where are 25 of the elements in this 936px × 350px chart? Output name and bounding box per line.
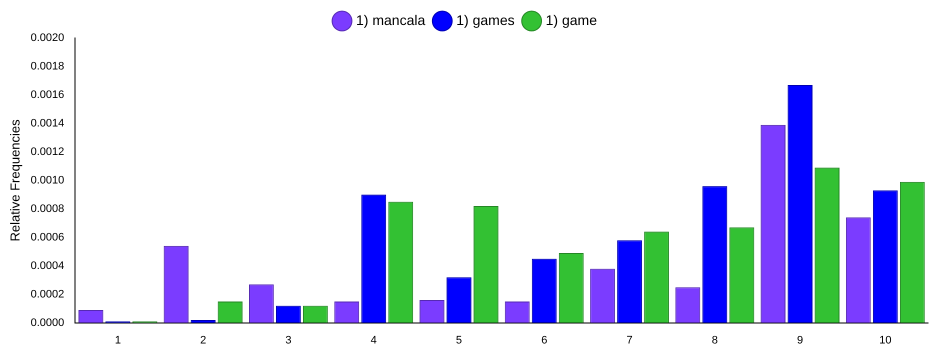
y-tick-label: 0.0012: [30, 146, 64, 158]
y-tick-label: 0.0000: [30, 316, 64, 329]
y-tick-label: 0.0006: [30, 231, 64, 244]
y-tick-label: 0.0014: [30, 117, 64, 130]
legend-label: 1) games: [456, 12, 515, 28]
x-tick-label: 6: [541, 334, 548, 346]
x-tick-label: 4: [370, 334, 377, 346]
y-tick-label: 0.0018: [30, 60, 64, 73]
x-tick-label: 3: [285, 334, 292, 346]
x-tick-label: 8: [712, 334, 718, 346]
x-tick-label: 9: [797, 334, 804, 346]
y-tick-label: 0.0008: [30, 202, 64, 215]
legend-label: 1) mancala: [356, 12, 426, 28]
x-tick-label: 1: [114, 334, 121, 346]
x-tick-label: 10: [879, 334, 892, 346]
x-tick-label: 2: [200, 334, 206, 346]
y-tick-label: 0.0004: [30, 260, 64, 272]
y-tick-label: 0.0020: [30, 32, 64, 44]
y-tick-label: 0.0010: [30, 174, 64, 186]
x-tick-label: 5: [456, 334, 462, 346]
legend-label: 1) game: [546, 12, 598, 28]
y-axis-title: Relative Frequencies: [7, 118, 22, 242]
y-tick-label: 0.0002: [30, 288, 64, 300]
x-tick-label: 7: [626, 334, 633, 346]
y-tick-label: 0.0016: [30, 88, 64, 101]
